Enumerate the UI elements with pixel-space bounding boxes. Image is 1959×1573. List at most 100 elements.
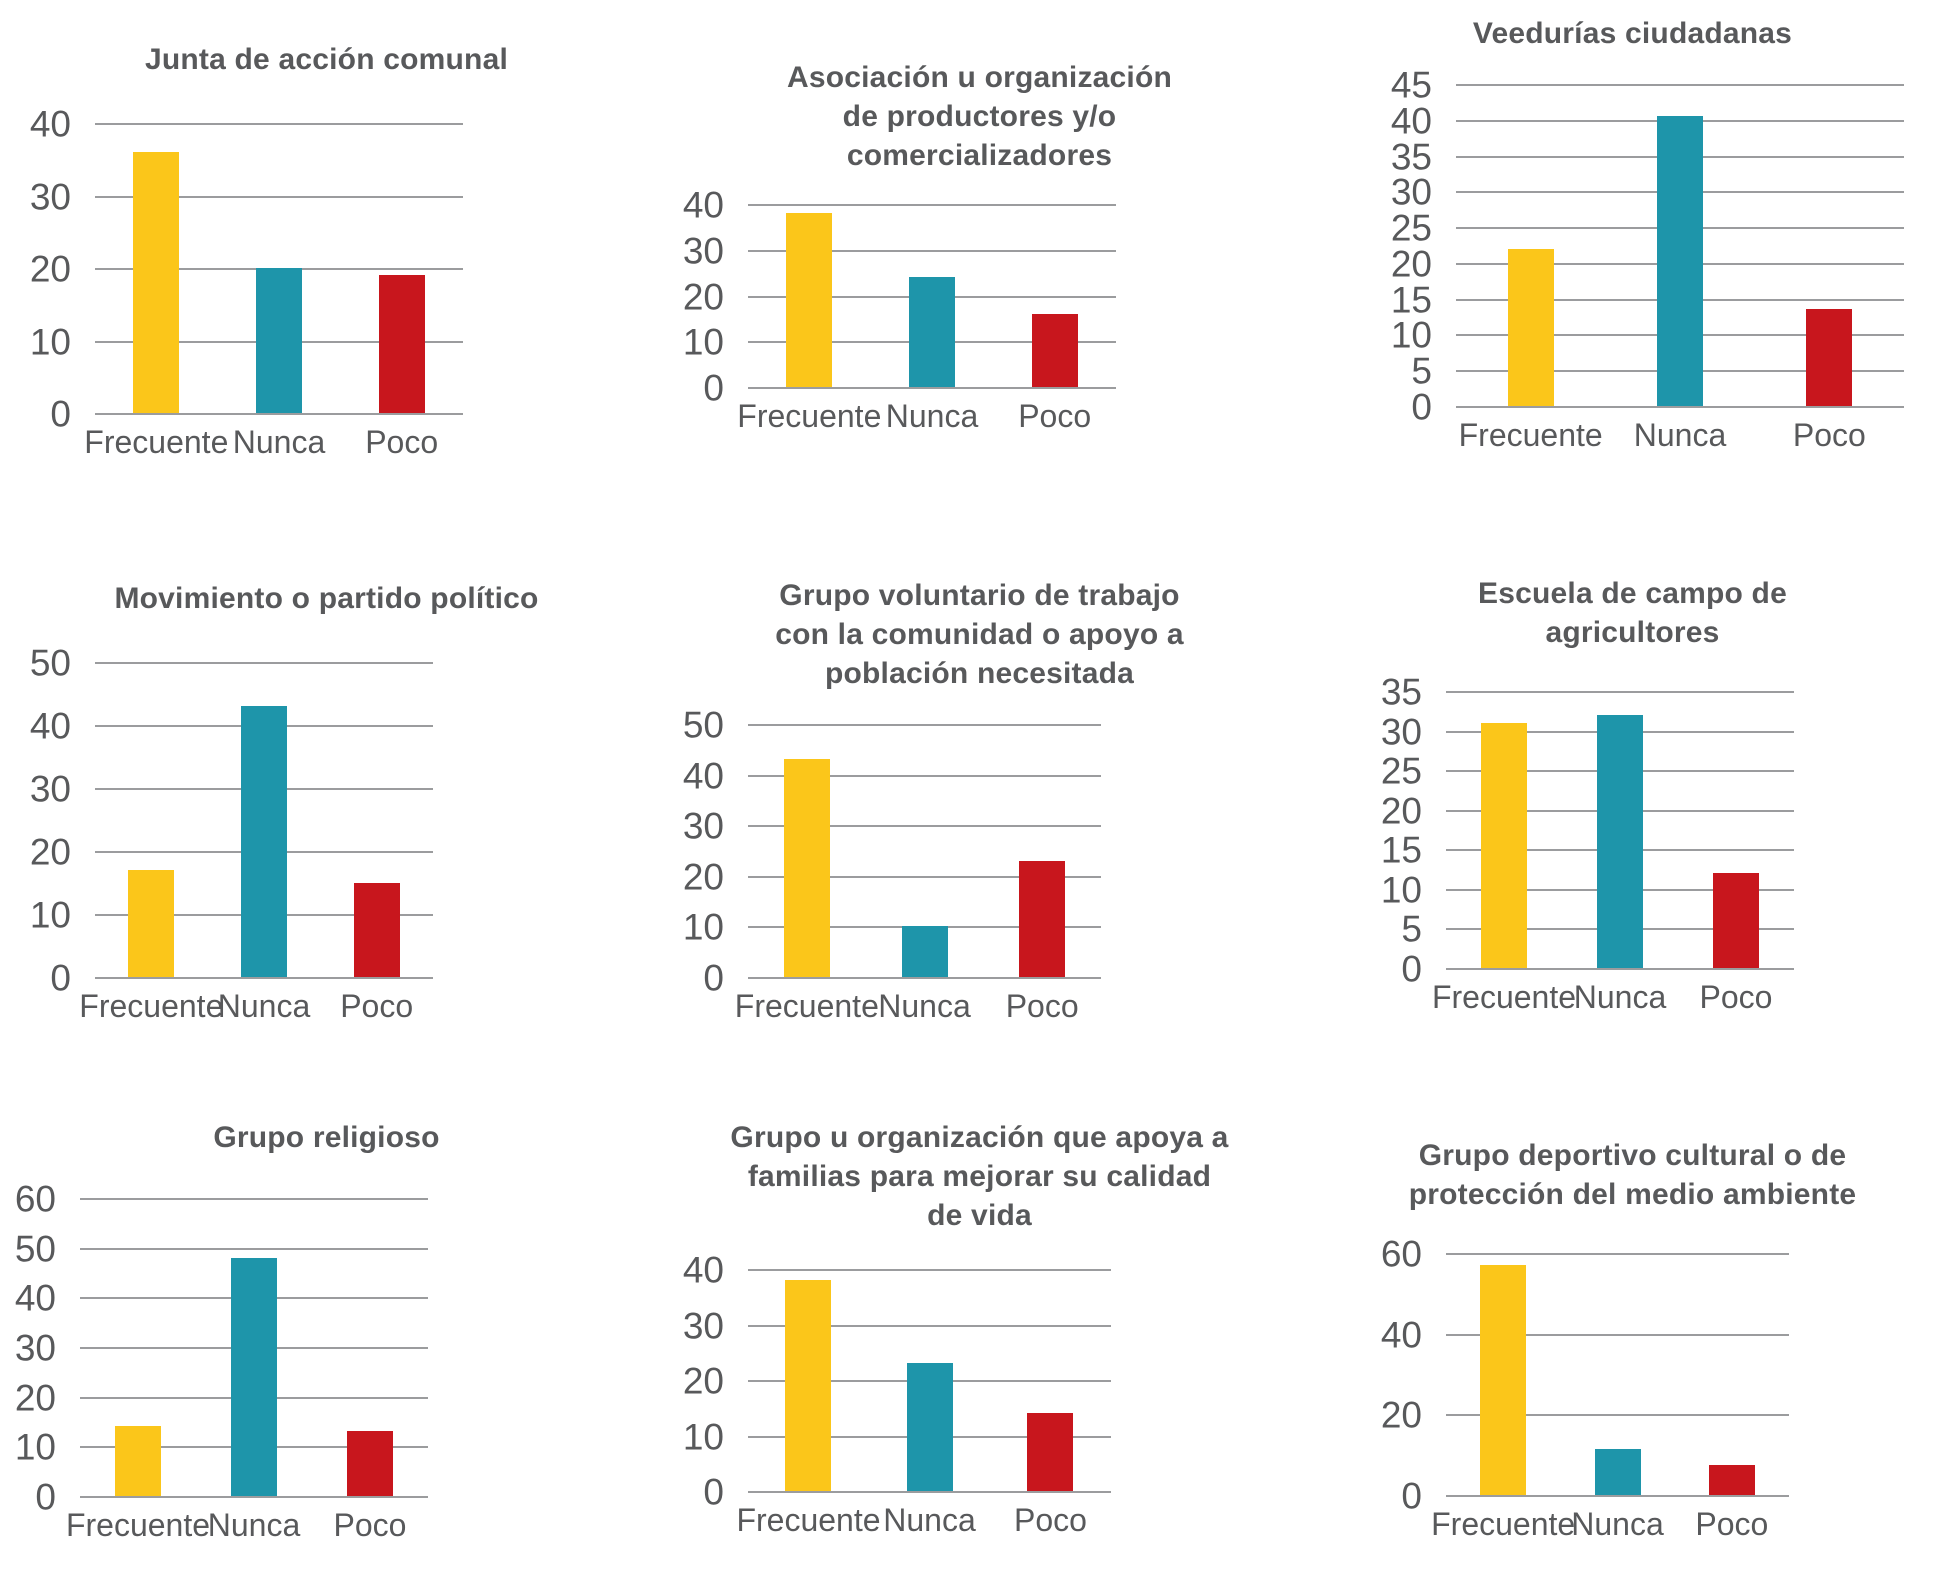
chart-title: Grupo deportivo cultural o de protección… xyxy=(1408,1139,1857,1211)
y-axis-tick-label: 30 xyxy=(682,805,724,847)
x-axis: Frecuente Nunca Poco xyxy=(0,1497,653,1545)
x-axis-spacer xyxy=(653,1492,748,1540)
x-axis-spacer xyxy=(1306,969,1446,1017)
bars-area xyxy=(748,1269,1111,1493)
plot-area: 0 5 10 15 20 25 30 35 xyxy=(1306,674,1959,988)
y-axis-tick-label: 40 xyxy=(14,1277,56,1319)
x-axis: Frecuente Nunca Poco xyxy=(1306,407,1959,455)
y-axis-tick-label: 45 xyxy=(1390,64,1432,106)
y-axis-tick-label: 20 xyxy=(29,831,71,873)
plot-area: 0 5 10 15 20 25 30 35 40 45 xyxy=(1306,67,1959,426)
gridline xyxy=(80,1198,428,1200)
x-axis-spacer xyxy=(653,978,748,1026)
y-axis-tick-label: 20 xyxy=(682,856,724,898)
gridline xyxy=(1446,1253,1789,1255)
y-axis: 0 5 10 15 20 25 30 35 40 45 xyxy=(1306,67,1456,426)
x-axis-spacer xyxy=(1306,407,1456,455)
gridline xyxy=(1456,406,1904,408)
chart-asociacion-u-organizacion: Asociación u organización de productores… xyxy=(653,0,1306,524)
y-axis-tick-label: 20 xyxy=(1390,243,1432,285)
x-axis-category-label: Nunca xyxy=(878,988,971,1024)
y-axis-tick-label: 25 xyxy=(1390,207,1432,249)
bar-poco xyxy=(346,1431,393,1496)
y-axis: 0 10 20 30 40 xyxy=(653,187,748,407)
bars-area xyxy=(748,204,1116,389)
gridline xyxy=(748,1324,1111,1327)
y-axis-tick-label: 0 xyxy=(703,957,724,999)
y-axis-tick-label: 10 xyxy=(29,894,71,936)
y-axis-tick-label: 15 xyxy=(1390,279,1432,321)
bar-poco xyxy=(1712,873,1759,968)
x-axis-category-label: Nunca xyxy=(885,398,979,434)
gridline xyxy=(1446,1414,1789,1417)
bar-poco xyxy=(378,275,425,413)
y-axis-tick-label: 5 xyxy=(1401,908,1422,950)
x-axis-category-label: Poco xyxy=(333,1507,407,1543)
bars-area xyxy=(1446,1253,1789,1497)
y-axis-tick-label: 40 xyxy=(29,103,71,145)
x-axis-spacer xyxy=(0,414,95,462)
gridline xyxy=(95,662,433,664)
y-axis-tick-label: 50 xyxy=(682,704,724,746)
chart-veedurias-ciudadanas: Veedurías ciudadanas 0 5 10 15 20 25 30 35 40 45 … xyxy=(1306,0,1959,524)
y-axis-tick-label: 10 xyxy=(1390,314,1432,356)
x-axis-category-label: Poco xyxy=(1699,979,1773,1015)
x-axis-category-label: Poco xyxy=(1005,988,1079,1024)
chart-title: Junta de acción comunal xyxy=(144,43,509,76)
y-axis-tick-label: 20 xyxy=(682,276,724,317)
x-axis: Frecuente Nunca Poco xyxy=(0,978,653,1026)
gridline xyxy=(80,1247,428,1250)
bar-poco xyxy=(1708,1464,1755,1495)
y-axis-tick-label: 40 xyxy=(1380,1314,1422,1356)
y-axis-tick-label: 10 xyxy=(682,906,724,948)
bar-nunca xyxy=(231,1257,277,1496)
chart-grupo-religioso: Grupo religioso 0 10 20 30 40 50 60 Frecuente N… xyxy=(0,1048,653,1572)
chart-title: Movimiento o partido político xyxy=(114,582,539,615)
bar-nunca xyxy=(256,268,302,413)
x-axis: Frecuente Nunca Poco xyxy=(653,388,1306,436)
bars-area xyxy=(1446,691,1794,970)
chart-title: Grupo u organización que apoya a familia… xyxy=(730,1121,1229,1232)
bar-poco xyxy=(1806,309,1853,406)
gridline xyxy=(80,1496,428,1498)
x-axis-labels: Frecuente Nunca Poco xyxy=(735,978,1101,1026)
y-axis-tick-label: 10 xyxy=(14,1426,56,1468)
bars-area xyxy=(1456,84,1904,408)
bar-frecuente xyxy=(133,152,180,413)
bars-area xyxy=(95,123,463,415)
y-axis-tick-label: 0 xyxy=(1401,948,1422,990)
x-axis-labels: Frecuente Nunca Poco xyxy=(66,1497,428,1545)
gridline xyxy=(748,724,1101,726)
x-axis-category-label: Nunca xyxy=(1573,979,1667,1015)
y-axis: 0 20 40 60 xyxy=(1306,1236,1446,1515)
bar-nunca xyxy=(1594,1448,1641,1495)
x-axis-category-label: Nunca xyxy=(883,1502,976,1538)
y-axis: 0 10 20 30 40 50 xyxy=(0,645,95,997)
x-axis-category-label: Nunca xyxy=(1571,1506,1664,1542)
y-axis-tick-label: 20 xyxy=(14,1377,56,1419)
x-axis: Frecuente Nunca Poco xyxy=(1306,1496,1959,1544)
x-axis-category-label: Frecuente xyxy=(1458,417,1603,453)
bars-area xyxy=(95,662,433,979)
x-axis-category-label: Nunca xyxy=(232,424,326,460)
x-axis-spacer xyxy=(653,388,748,436)
y-axis-tick-label: 0 xyxy=(703,367,724,409)
x-axis-category-label: Poco xyxy=(1792,417,1866,453)
bar-frecuente xyxy=(783,759,830,977)
y-axis-tick-label: 0 xyxy=(50,393,71,435)
x-axis-labels: Frecuente Nunca Poco xyxy=(1431,1496,1789,1544)
y-axis-tick-label: 0 xyxy=(1401,1475,1422,1517)
plot-area: 0 10 20 30 40 xyxy=(0,106,653,433)
y-axis-tick-label: 60 xyxy=(14,1178,56,1220)
gridline xyxy=(95,195,463,198)
y-axis: 0 10 20 30 40 xyxy=(0,106,95,433)
chart-grupo-deportivo-cultural: Grupo deportivo cultural o de protección… xyxy=(1306,1048,1959,1572)
x-axis-category-label: Poco xyxy=(1018,398,1092,434)
y-axis-tick-label: 0 xyxy=(1411,386,1432,428)
x-axis-spacer xyxy=(1306,1496,1446,1544)
chart-grupo-voluntario-de-trabajo: Grupo voluntario de trabajo con la comun… xyxy=(653,524,1306,1048)
y-axis-tick-label: 35 xyxy=(1390,136,1432,178)
gridline xyxy=(95,413,463,415)
chart-junta-de-accion-comunal: Junta de acción comunal 0 10 20 30 40 Frecue… xyxy=(0,0,653,524)
